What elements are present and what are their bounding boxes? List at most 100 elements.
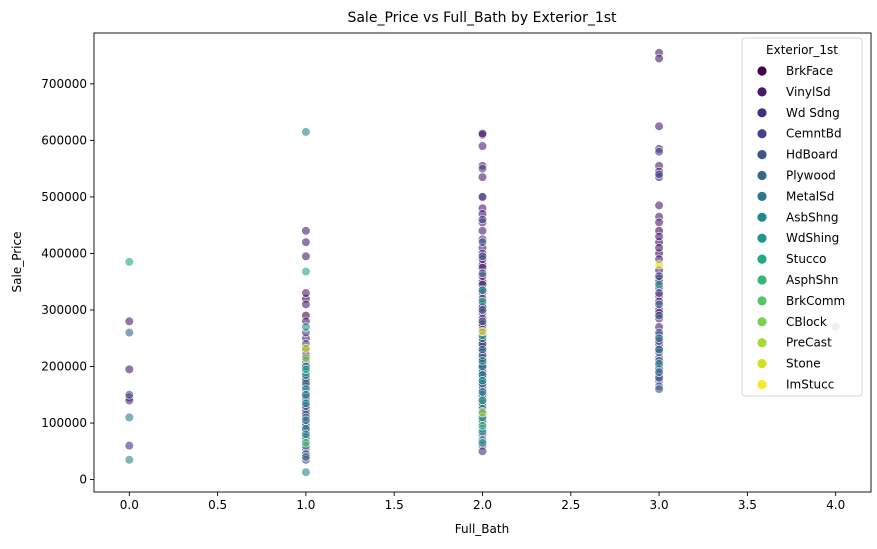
legend-marker <box>757 359 767 369</box>
legend-entries: BrkFace VinylSd Wd Sdng CemntBd HdBoard Plywo… <box>757 64 845 392</box>
legend-marker <box>757 108 767 118</box>
legend-marker <box>757 66 767 76</box>
data-point <box>301 127 311 137</box>
data-point <box>477 237 488 247</box>
x-axis-label: Full_Bath <box>455 522 509 536</box>
legend-title: Exterior_1st <box>766 43 838 57</box>
legend-marker <box>757 87 767 97</box>
legend-frame <box>741 37 863 397</box>
legend-marker <box>757 212 767 222</box>
legend-label: AsbShng <box>786 210 839 224</box>
data-point <box>477 421 488 431</box>
data-point <box>477 316 488 326</box>
legend-marker <box>757 254 767 264</box>
data-point <box>477 326 488 337</box>
data-point <box>301 226 311 236</box>
legend-marker <box>757 338 767 348</box>
data-point <box>124 441 134 451</box>
x-tick-label: 4.0 <box>826 498 845 512</box>
data-point <box>477 344 488 355</box>
legend-label: BrkComm <box>786 294 845 308</box>
x-tick-label: 2.0 <box>473 498 492 512</box>
data-point <box>124 364 134 374</box>
data-point <box>654 384 664 394</box>
legend-label: AsphShn <box>786 273 839 287</box>
data-point <box>124 412 134 422</box>
y-tick-label: 200000 <box>41 360 87 374</box>
data-point <box>301 415 311 425</box>
data-point <box>477 356 488 366</box>
x-tick-label: 0.5 <box>208 498 227 512</box>
legend-label: HdBoard <box>786 148 838 162</box>
legend-marker <box>757 379 767 390</box>
data-point <box>477 141 488 151</box>
x-axis-ticks: 0.0 0.5 1.0 1.5 2.0 2.5 3.0 3.5 4.0 <box>120 492 845 512</box>
y-axis-label: Sale_Price <box>10 232 24 293</box>
y-tick-label: 500000 <box>41 190 87 204</box>
x-tick-label: 0.0 <box>120 498 139 512</box>
data-point <box>124 257 134 267</box>
legend-label: ImStucc <box>786 378 834 392</box>
legend-marker <box>757 233 767 243</box>
data-point <box>654 121 664 131</box>
data-point <box>654 231 664 242</box>
data-point <box>477 192 488 202</box>
data-point <box>477 305 488 315</box>
data-point <box>301 266 311 277</box>
data-point <box>477 164 488 174</box>
chart-title: Sale_Price vs Full_Bath by Exterior_1st <box>347 10 617 26</box>
y-tick-label: 700000 <box>41 77 87 91</box>
data-point <box>477 214 488 225</box>
data-point <box>124 327 134 338</box>
data-point <box>654 243 664 253</box>
y-tick-label: 300000 <box>41 303 87 317</box>
data-point <box>301 353 311 363</box>
legend-label: Stone <box>786 357 821 371</box>
legend-label: Stucco <box>786 252 826 266</box>
legend-marker <box>757 150 767 160</box>
data-point <box>301 299 311 309</box>
data-point <box>654 217 664 227</box>
data-point <box>477 387 488 397</box>
data-point <box>654 333 664 343</box>
legend-label: CemntBd <box>786 127 842 141</box>
legend-marker <box>757 317 767 327</box>
data-point <box>477 446 488 456</box>
data-point <box>477 395 488 406</box>
data-point <box>301 237 311 247</box>
data-point <box>477 268 488 278</box>
data-point <box>654 367 664 377</box>
legend-marker <box>757 275 767 285</box>
data-point <box>654 359 664 369</box>
legend-label: Plywood <box>786 169 836 183</box>
data-point <box>477 172 488 182</box>
data-point <box>301 251 311 261</box>
data-point <box>301 322 311 332</box>
data-point <box>301 343 311 354</box>
data-point <box>654 200 664 211</box>
data-point <box>301 390 311 400</box>
legend-label: VinylSd <box>786 85 831 99</box>
data-point <box>301 288 311 298</box>
data-point <box>477 285 488 295</box>
data-point <box>654 147 664 157</box>
data-point <box>654 344 664 355</box>
data-point <box>124 316 134 326</box>
legend-label: CBlock <box>786 315 827 329</box>
legend-label: MetalSd <box>786 189 834 203</box>
x-tick-label: 3.0 <box>650 498 669 512</box>
legend-label: Wd Sdng <box>786 106 840 120</box>
data-point <box>301 438 311 448</box>
x-tick-label: 1.0 <box>296 498 315 512</box>
data-points <box>124 48 841 477</box>
y-tick-label: 400000 <box>41 246 87 260</box>
data-point <box>301 467 311 477</box>
data-point <box>124 455 134 465</box>
legend-label: PreCast <box>786 336 832 350</box>
legend-label: WdShing <box>786 231 839 245</box>
data-point <box>124 390 134 400</box>
legend-marker <box>757 170 767 181</box>
legend-marker <box>757 191 767 201</box>
data-point <box>477 129 488 139</box>
